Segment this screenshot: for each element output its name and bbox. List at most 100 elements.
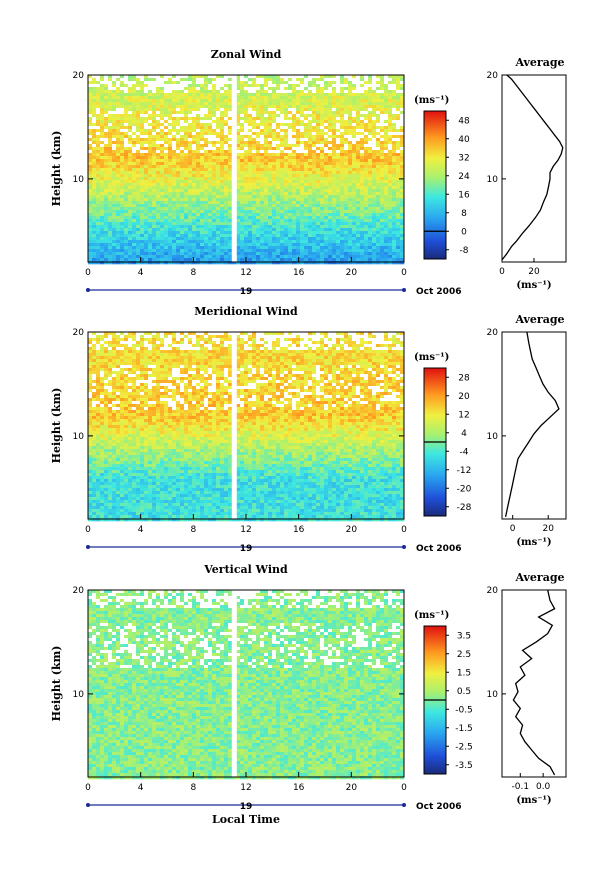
- field-cell: [88, 165, 93, 169]
- field-cell: [344, 207, 349, 211]
- field-cell: [364, 189, 369, 193]
- field-cell: [144, 177, 149, 181]
- field-cell: [312, 129, 317, 133]
- field-cell: [320, 165, 325, 169]
- field-cell: [104, 180, 109, 184]
- field-cell: [256, 135, 261, 139]
- field-cell: [344, 231, 349, 235]
- field-cell: [364, 180, 369, 184]
- field-cell: [200, 144, 205, 148]
- field-cell: [344, 84, 349, 88]
- field-cell: [184, 129, 189, 133]
- field-cell: [268, 105, 273, 109]
- field-cell: [304, 156, 309, 160]
- field-cell: [276, 117, 281, 121]
- field-cell: [388, 144, 393, 148]
- field-cell: [108, 258, 113, 262]
- field-cell: [276, 129, 281, 133]
- field-cell: [400, 183, 405, 187]
- field-cell: [268, 141, 273, 145]
- field-cell: [136, 126, 141, 130]
- field-cell: [140, 138, 145, 142]
- field-cell: [144, 207, 149, 211]
- field-cell: [340, 99, 345, 103]
- field-cell: [96, 225, 101, 229]
- field-cell: [132, 243, 137, 247]
- field-cell: [180, 123, 185, 127]
- field-cell: [320, 147, 325, 151]
- field-cell: [256, 246, 261, 250]
- field-cell: [228, 177, 233, 181]
- field-cell: [164, 105, 169, 109]
- field-cell: [224, 96, 229, 100]
- field-cell: [240, 93, 245, 97]
- field-cell: [260, 201, 265, 205]
- field-cell: [368, 255, 373, 259]
- field-cell: [164, 234, 169, 238]
- field-cell: [400, 216, 405, 220]
- field-cell: [104, 123, 109, 127]
- field-cell: [312, 198, 317, 202]
- field-cell: [252, 138, 257, 142]
- field-cell: [284, 102, 289, 106]
- field-cell: [116, 258, 121, 262]
- field-cell: [384, 162, 389, 166]
- field-cell: [320, 195, 325, 199]
- field-cell: [336, 195, 341, 199]
- field-cell: [156, 174, 161, 178]
- field-cell: [296, 111, 301, 115]
- field-cell: [348, 186, 353, 190]
- field-cell: [268, 153, 273, 157]
- field-cell: [144, 192, 149, 196]
- field-cell: [112, 99, 117, 103]
- field-cell: [368, 87, 373, 91]
- field-cell: [140, 171, 145, 175]
- field-cell: [380, 111, 385, 115]
- field-cell: [344, 204, 349, 208]
- field-cell: [260, 249, 265, 253]
- field-cell: [372, 207, 377, 211]
- field-cell: [380, 162, 385, 166]
- field-cell: [136, 123, 141, 127]
- field-cell: [96, 117, 101, 121]
- field-cell: [328, 144, 333, 148]
- field-cell: [172, 108, 177, 112]
- field-cell: [240, 258, 245, 262]
- field-cell: [188, 141, 193, 145]
- field-cell: [364, 186, 369, 190]
- field-cell: [272, 159, 277, 163]
- field-cell: [208, 195, 213, 199]
- field-cell: [352, 102, 357, 106]
- field-cell: [244, 261, 249, 265]
- field-cell: [396, 171, 401, 175]
- field-cell: [152, 135, 157, 139]
- wind-field: [88, 75, 405, 265]
- field-cell: [260, 123, 265, 127]
- field-cell: [252, 99, 257, 103]
- field-cell: [236, 207, 241, 211]
- field-cell: [216, 75, 221, 79]
- field-cell: [312, 174, 317, 178]
- field-cell: [248, 246, 253, 250]
- field-cell: [388, 93, 393, 97]
- field-cell: [100, 84, 105, 88]
- field-cell: [372, 198, 377, 202]
- field-cell: [124, 246, 129, 250]
- field-cell: [268, 144, 273, 148]
- field-cell: [320, 240, 325, 244]
- field-cell: [380, 195, 385, 199]
- field-cell: [116, 225, 121, 229]
- field-cell: [372, 102, 377, 106]
- field-cell: [356, 162, 361, 166]
- field-cell: [356, 216, 361, 220]
- field-cell: [280, 162, 285, 166]
- field-cell: [112, 129, 117, 133]
- field-cell: [252, 156, 257, 160]
- field-cell: [276, 177, 281, 181]
- field-cell: [308, 213, 313, 217]
- field-cell: [388, 165, 393, 169]
- field-cell: [340, 255, 345, 259]
- field-cell: [212, 147, 217, 151]
- field-cell: [296, 153, 301, 157]
- field-cell: [392, 141, 397, 145]
